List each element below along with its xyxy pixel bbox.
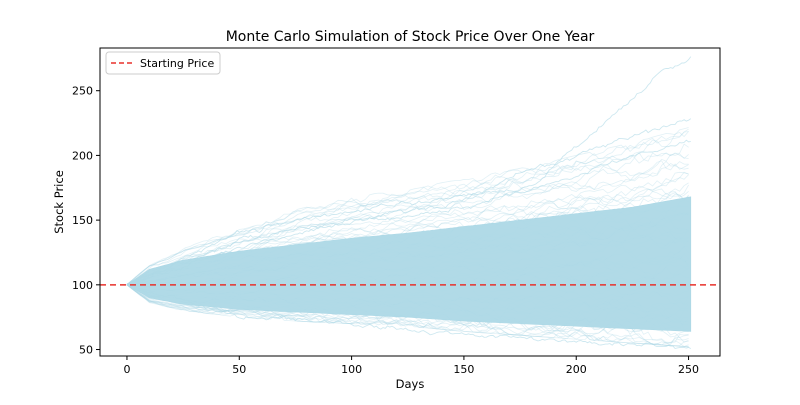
x-axis-title: Days — [396, 377, 425, 391]
simulation-path — [126, 160, 689, 286]
y-tick-label: 50 — [79, 344, 93, 357]
simulation-path-min-path — [126, 285, 692, 350]
simulation-path — [126, 284, 689, 347]
x-tick-label: 100 — [341, 363, 362, 376]
y-tick-label: 200 — [72, 149, 93, 162]
x-axis-ticks: 0 50 100 150 200 250 — [123, 356, 699, 376]
legend-box — [105, 51, 221, 75]
y-tick-label: 100 — [72, 279, 93, 292]
x-tick-label: 200 — [566, 363, 587, 376]
chart-title: Monte Carlo Simulation of Stock Price Ov… — [226, 29, 595, 45]
simulation-paths — [126, 56, 692, 350]
simulation-path-high-path-2 — [126, 118, 692, 285]
simulation-path — [126, 284, 689, 348]
legend-label-starting-price: Starting Price — [140, 57, 214, 70]
simulation-path — [126, 128, 689, 286]
plot-frame — [99, 47, 721, 357]
y-axis-ticks: 50 100 150 200 250 — [72, 85, 100, 357]
simulation-path — [126, 284, 689, 348]
x-tick-label: 250 — [678, 363, 699, 376]
simulation-path — [126, 284, 689, 338]
simulation-path — [126, 284, 689, 345]
y-tick-label: 150 — [72, 214, 93, 227]
y-axis-title: Stock Price — [52, 170, 66, 234]
simulation-path-high-path-3 — [126, 139, 691, 285]
simulation-path — [126, 143, 689, 286]
simulation-dense-band — [126, 196, 692, 332]
legend: Starting Price — [105, 51, 221, 75]
x-tick-label: 150 — [453, 363, 474, 376]
y-tick-label: 250 — [72, 85, 93, 98]
x-tick-label: 50 — [232, 363, 246, 376]
simulation-path — [126, 160, 689, 286]
x-tick-label: 0 — [123, 363, 130, 376]
simulation-path-max-path — [126, 56, 692, 285]
simulation-path — [126, 284, 689, 346]
